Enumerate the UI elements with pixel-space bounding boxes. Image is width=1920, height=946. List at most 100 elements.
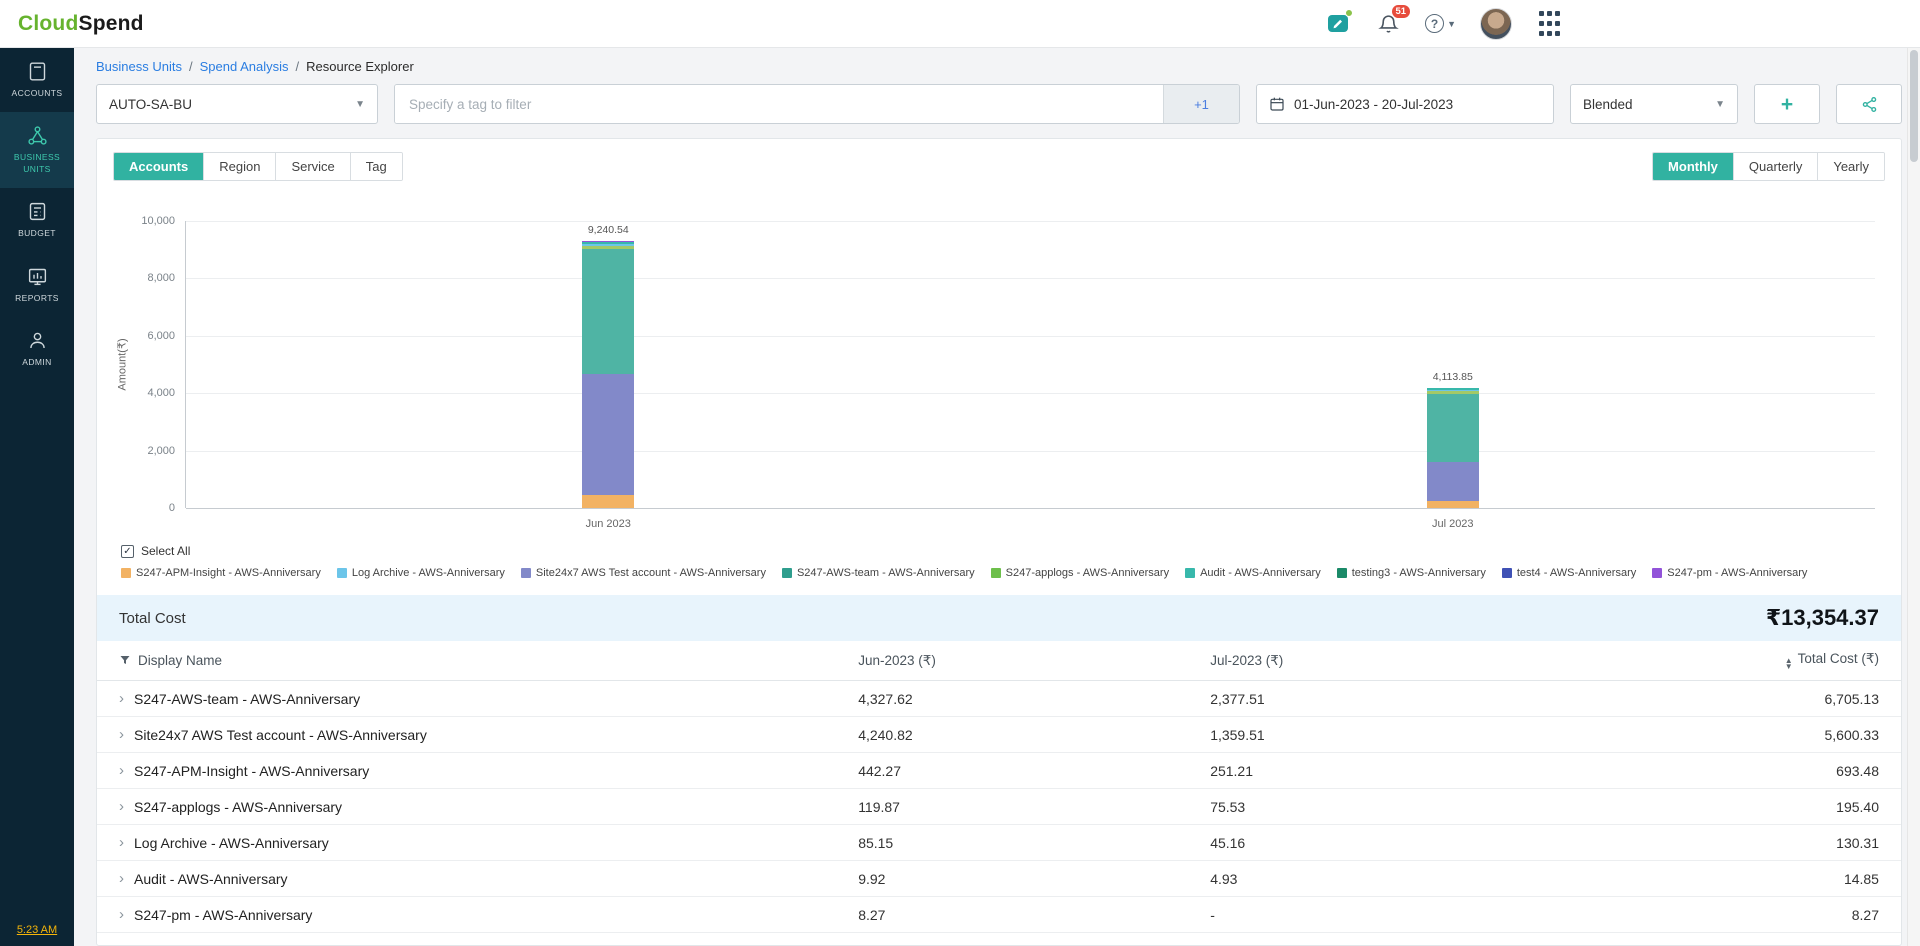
tag-filter-input[interactable] bbox=[395, 85, 1163, 123]
row-name: Site24x7 AWS Test account - AWS-Annivers… bbox=[134, 726, 427, 743]
legend-item[interactable]: testing3 - AWS-Anniversary bbox=[1336, 567, 1486, 579]
table-row[interactable]: › S247-AWS-team - AWS-Anniversary 4,327.6… bbox=[97, 681, 1901, 717]
bar-segment[interactable] bbox=[582, 243, 635, 246]
legend-item[interactable]: Log Archive - AWS-Anniversary bbox=[336, 567, 505, 579]
tab-monthly[interactable]: Monthly bbox=[1653, 153, 1734, 180]
legend-select-all[interactable]: ✓ Select All bbox=[121, 544, 1877, 558]
expand-chevron-icon[interactable]: › bbox=[119, 870, 124, 887]
filter-funnel-icon[interactable] bbox=[119, 654, 131, 666]
share-button[interactable] bbox=[1836, 84, 1902, 124]
expand-chevron-icon[interactable]: › bbox=[119, 726, 124, 743]
bar-segment[interactable] bbox=[582, 373, 635, 496]
stacked-bar[interactable]: 4,113.85 bbox=[1426, 371, 1479, 508]
bar-segment[interactable] bbox=[1426, 388, 1479, 390]
legend-item[interactable]: S247-pm - AWS-Anniversary bbox=[1652, 567, 1807, 579]
help-menu[interactable]: ? ▼ bbox=[1425, 14, 1456, 33]
sidebar-item-reports[interactable]: REPORTS bbox=[0, 253, 74, 317]
breadcrumb-spend-analysis[interactable]: Spend Analysis bbox=[199, 59, 289, 74]
expand-chevron-icon[interactable]: › bbox=[119, 798, 124, 815]
bar-segment[interactable] bbox=[582, 249, 635, 374]
legend-swatch[interactable] bbox=[1501, 568, 1512, 578]
table-row[interactable]: › S247-pm - AWS-Anniversary 8.27 - 8.27 bbox=[97, 897, 1901, 933]
tab-accounts[interactable]: Accounts bbox=[114, 153, 205, 180]
sidebar-item-label: ACCOUNTS bbox=[11, 88, 63, 98]
apps-grid-icon[interactable] bbox=[1536, 11, 1562, 37]
col-jun[interactable]: Jun-2023 (₹) bbox=[858, 652, 936, 668]
sidebar-item-budget[interactable]: BUDGET bbox=[0, 188, 74, 252]
cost-view-select[interactable]: Blended ▼ bbox=[1570, 84, 1738, 124]
dimension-tabs: Accounts Region Service Tag bbox=[113, 152, 403, 181]
business-unit-select[interactable]: AUTO-SA-BU ▼ bbox=[96, 84, 378, 124]
tag-more-badge[interactable]: +1 bbox=[1163, 85, 1239, 123]
legend-item[interactable]: Site24x7 AWS Test account - AWS-Annivers… bbox=[520, 567, 766, 579]
legend-swatch[interactable] bbox=[990, 568, 1001, 578]
legend-swatch[interactable] bbox=[1185, 568, 1196, 578]
sidebar-item-accounts[interactable]: ACCOUNTS bbox=[0, 48, 74, 112]
chart: Amount(₹) 10,000 8,000 6,000 4,000 2,000… bbox=[111, 215, 1875, 530]
row-jun: 4,327.62 bbox=[858, 690, 913, 707]
bar-segment[interactable] bbox=[1426, 391, 1479, 394]
legend-item[interactable]: S247-APM-Insight - AWS-Anniversary bbox=[121, 567, 321, 579]
table-row[interactable]: › Site24x7 AWS Test account - AWS-Anniver… bbox=[97, 717, 1901, 753]
bar-segment[interactable] bbox=[582, 242, 635, 244]
legend-swatch[interactable] bbox=[520, 568, 531, 578]
table-row[interactable]: › Audit - AWS-Anniversary 9.92 4.93 14.85 bbox=[97, 861, 1901, 897]
expand-chevron-icon[interactable]: › bbox=[119, 690, 124, 707]
tab-region[interactable]: Region bbox=[204, 153, 277, 180]
y-axis-title: Amount(₹) bbox=[116, 338, 129, 391]
avatar[interactable] bbox=[1480, 7, 1512, 40]
bar-total-label: 4,113.85 bbox=[1432, 371, 1473, 384]
total-cost-row: Total Cost ₹13,354.37 bbox=[97, 595, 1901, 641]
notifications-bell-icon[interactable]: 51 bbox=[1375, 4, 1411, 37]
tab-service[interactable]: Service bbox=[276, 153, 351, 180]
legend-item[interactable]: S247-applogs - AWS-Anniversary bbox=[990, 567, 1169, 579]
sidebar-item-admin[interactable]: ADMIN bbox=[0, 317, 74, 381]
feedback-icon[interactable] bbox=[1325, 8, 1354, 37]
add-button[interactable]: + bbox=[1754, 84, 1820, 124]
business-unit-value: AUTO-SA-BU bbox=[109, 96, 193, 112]
legend-swatch[interactable] bbox=[1336, 568, 1347, 578]
legend-swatch[interactable] bbox=[1652, 568, 1663, 578]
tab-quarterly[interactable]: Quarterly bbox=[1733, 153, 1819, 180]
col-display-name[interactable]: Display Name bbox=[119, 653, 858, 668]
stacked-bar[interactable]: 9,240.54 bbox=[582, 224, 635, 508]
cloudspend-logo[interactable]: CloudSpend bbox=[18, 12, 144, 36]
expand-chevron-icon[interactable]: › bbox=[119, 834, 124, 851]
sidebar-clock[interactable]: 5:23 AM bbox=[16, 924, 58, 936]
bar-segment[interactable] bbox=[1426, 500, 1479, 508]
sort-icon[interactable]: ▲ ▼ bbox=[1784, 656, 1793, 671]
col-total[interactable]: ▲ ▼ Total Cost (₹) bbox=[1784, 651, 1879, 671]
scrollbar-thumb[interactable] bbox=[1910, 50, 1918, 162]
bar-segment[interactable] bbox=[582, 495, 635, 508]
bar-segment[interactable] bbox=[582, 245, 635, 250]
select-all-checkbox[interactable]: ✓ bbox=[121, 544, 134, 558]
legend-swatch[interactable] bbox=[336, 568, 347, 578]
expand-chevron-icon[interactable]: › bbox=[119, 762, 124, 779]
date-range-picker[interactable]: 01-Jun-2023 - 20-Jul-2023 bbox=[1256, 84, 1554, 124]
feedback-bubble-icon bbox=[1328, 14, 1349, 32]
table-row[interactable]: › Log Archive - AWS-Anniversary 85.15 45.… bbox=[97, 825, 1901, 861]
legend-item[interactable]: S247-AWS-team - AWS-Anniversary bbox=[781, 567, 975, 579]
vertical-scrollbar[interactable] bbox=[1907, 48, 1920, 946]
x-category-label: Jun 2023 bbox=[585, 518, 631, 530]
bar-segment[interactable] bbox=[1426, 461, 1479, 501]
expand-chevron-icon[interactable]: › bbox=[119, 906, 124, 923]
sidebar-item-business-units[interactable]: BUSINESS UNITS bbox=[0, 112, 74, 189]
legend-swatch[interactable] bbox=[781, 568, 792, 578]
legend-item[interactable]: Audit - AWS-Anniversary bbox=[1185, 567, 1321, 579]
col-jul[interactable]: Jul-2023 (₹) bbox=[1210, 652, 1284, 668]
bar-segment[interactable] bbox=[1426, 389, 1479, 392]
tab-tag[interactable]: Tag bbox=[350, 153, 402, 180]
y-axis-ticks: 10,000 8,000 6,000 4,000 2,000 0 bbox=[133, 215, 185, 514]
breadcrumb-business-units[interactable]: Business Units bbox=[96, 59, 182, 74]
top-bar: CloudSpend 51 ? ▼ bbox=[0, 0, 1920, 48]
table-row[interactable]: › S247-applogs - AWS-Anniversary 119.87 7… bbox=[97, 789, 1901, 825]
table-row[interactable]: › S247-APM-Insight - AWS-Anniversary 442.… bbox=[97, 753, 1901, 789]
bar-segment[interactable] bbox=[582, 240, 635, 243]
row-name: S247-pm - AWS-Anniversary bbox=[134, 906, 313, 923]
legend-swatch[interactable] bbox=[121, 568, 131, 578]
tab-yearly[interactable]: Yearly bbox=[1818, 153, 1884, 180]
bar-segment[interactable] bbox=[1426, 393, 1479, 462]
legend-item[interactable]: test4 - AWS-Anniversary bbox=[1501, 567, 1636, 579]
notification-count-badge[interactable]: 51 bbox=[1391, 4, 1411, 18]
